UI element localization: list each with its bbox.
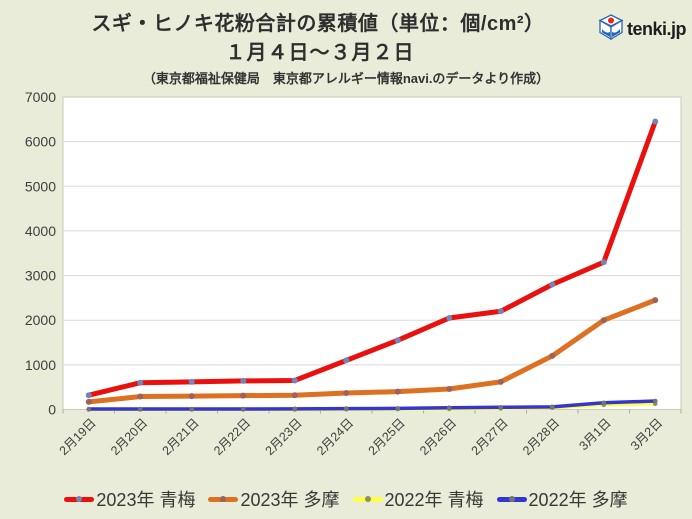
data-point-marker bbox=[137, 393, 144, 400]
series-line-3 bbox=[87, 399, 657, 411]
data-point-marker bbox=[652, 118, 659, 125]
data-point-marker bbox=[240, 392, 247, 399]
x-axis-label: 2月22日 bbox=[211, 416, 253, 458]
y-axis-label: 7000 bbox=[25, 89, 56, 105]
legend-item-2022-oume: 2022年 青梅 bbox=[352, 486, 484, 512]
y-axis-label: 3000 bbox=[25, 268, 56, 284]
x-axis-label: 2月25日 bbox=[366, 416, 408, 458]
legend-marker-dot bbox=[364, 496, 371, 502]
data-point-marker bbox=[395, 406, 401, 411]
data-point-marker bbox=[240, 377, 247, 384]
legend-line-swatch-yellow bbox=[352, 496, 383, 502]
data-point-marker bbox=[601, 400, 607, 406]
data-point-marker bbox=[137, 379, 144, 386]
legend-marker-dot bbox=[220, 496, 227, 502]
x-axis-label: 2月19日 bbox=[57, 416, 99, 458]
data-point-marker bbox=[137, 406, 143, 412]
data-point-marker bbox=[497, 308, 504, 315]
x-axis-label: 2月27日 bbox=[469, 416, 511, 458]
y-axis-label: 5000 bbox=[25, 178, 56, 194]
series-line-1 bbox=[86, 297, 658, 405]
legend-label: 2022年 青梅 bbox=[384, 490, 484, 510]
data-point-marker bbox=[497, 378, 504, 385]
data-point-marker bbox=[188, 378, 195, 385]
tenki-logo-text: tenki.jp bbox=[626, 18, 687, 39]
plot-area bbox=[62, 96, 682, 410]
data-point-marker bbox=[240, 406, 246, 412]
legend-line-swatch-orange bbox=[208, 496, 239, 502]
x-axis-label: 2月26日 bbox=[417, 416, 459, 458]
data-point-marker bbox=[188, 393, 195, 400]
chart-source-note: （東京都福祉保健局 東京都アレルギー情報navi.のデータより作成） bbox=[142, 71, 550, 86]
tenki-cube-icon bbox=[598, 13, 624, 45]
data-point-marker bbox=[600, 317, 607, 324]
data-point-marker bbox=[498, 404, 504, 410]
data-point-marker bbox=[394, 337, 401, 344]
legend-item-2023-oume: 2023年 青梅 bbox=[64, 486, 195, 512]
y-axis-label: 1000 bbox=[25, 357, 56, 373]
tenki-jp-logo[interactable]: tenki.jp bbox=[598, 13, 687, 45]
y-axis-label: 2000 bbox=[25, 312, 56, 328]
y-axis-label: 0 bbox=[48, 402, 56, 418]
data-point-marker bbox=[549, 404, 555, 410]
data-point-marker bbox=[446, 385, 453, 392]
data-point-marker bbox=[85, 398, 92, 405]
x-axis-label: 3月1日 bbox=[576, 416, 613, 453]
legend-label: 2023年 多摩 bbox=[240, 490, 340, 510]
y-axis-label: 4000 bbox=[25, 223, 56, 239]
data-point-marker bbox=[85, 392, 92, 399]
data-point-marker bbox=[600, 259, 607, 266]
legend-marker-dot bbox=[508, 496, 515, 502]
data-point-marker bbox=[549, 281, 556, 288]
legend-line-swatch-blue bbox=[496, 496, 527, 502]
chart-title: スギ・ヒノキ花粉合計の累積値（単位：個/cm²） bbox=[91, 13, 545, 35]
data-point-marker bbox=[291, 392, 298, 399]
data-point-marker bbox=[343, 389, 350, 396]
chart-subtitle: １月４日～３月２日 bbox=[225, 42, 415, 64]
legend-label: 2022年 多摩 bbox=[528, 490, 628, 510]
data-point-marker bbox=[549, 352, 556, 359]
legend-item-2023-tama: 2023年 多摩 bbox=[208, 486, 340, 512]
legend-item-2022-tama: 2022年 多摩 bbox=[496, 486, 628, 512]
data-point-marker bbox=[343, 406, 349, 411]
x-axis-label: 2月20日 bbox=[108, 416, 150, 458]
legend-label: 2023年 青梅 bbox=[96, 490, 196, 510]
series-line-0 bbox=[86, 119, 658, 398]
y-axis-label: 6000 bbox=[25, 134, 56, 150]
data-point-marker bbox=[343, 357, 350, 364]
chart-legend: 2023年 青梅 2023年 多摩 2022年 青梅 2022年 多摩 bbox=[0, 482, 692, 516]
data-point-marker bbox=[86, 406, 92, 412]
data-point-marker bbox=[189, 406, 195, 412]
x-axis-label: 2月28日 bbox=[520, 416, 562, 458]
x-axis-label: 3月2日 bbox=[628, 416, 665, 453]
x-axis-label: 2月21日 bbox=[160, 416, 202, 458]
data-point-marker bbox=[446, 314, 453, 321]
data-point-marker bbox=[652, 398, 658, 404]
data-point-marker bbox=[446, 405, 452, 411]
legend-line-swatch-red bbox=[64, 496, 95, 502]
x-axis-label: 2月24日 bbox=[314, 416, 356, 458]
x-axis-label: 2月23日 bbox=[263, 416, 305, 458]
data-point-marker bbox=[652, 297, 659, 304]
data-point-marker bbox=[291, 377, 298, 384]
legend-marker-dot bbox=[76, 496, 83, 502]
data-point-marker bbox=[292, 406, 298, 412]
data-point-marker bbox=[394, 388, 401, 395]
